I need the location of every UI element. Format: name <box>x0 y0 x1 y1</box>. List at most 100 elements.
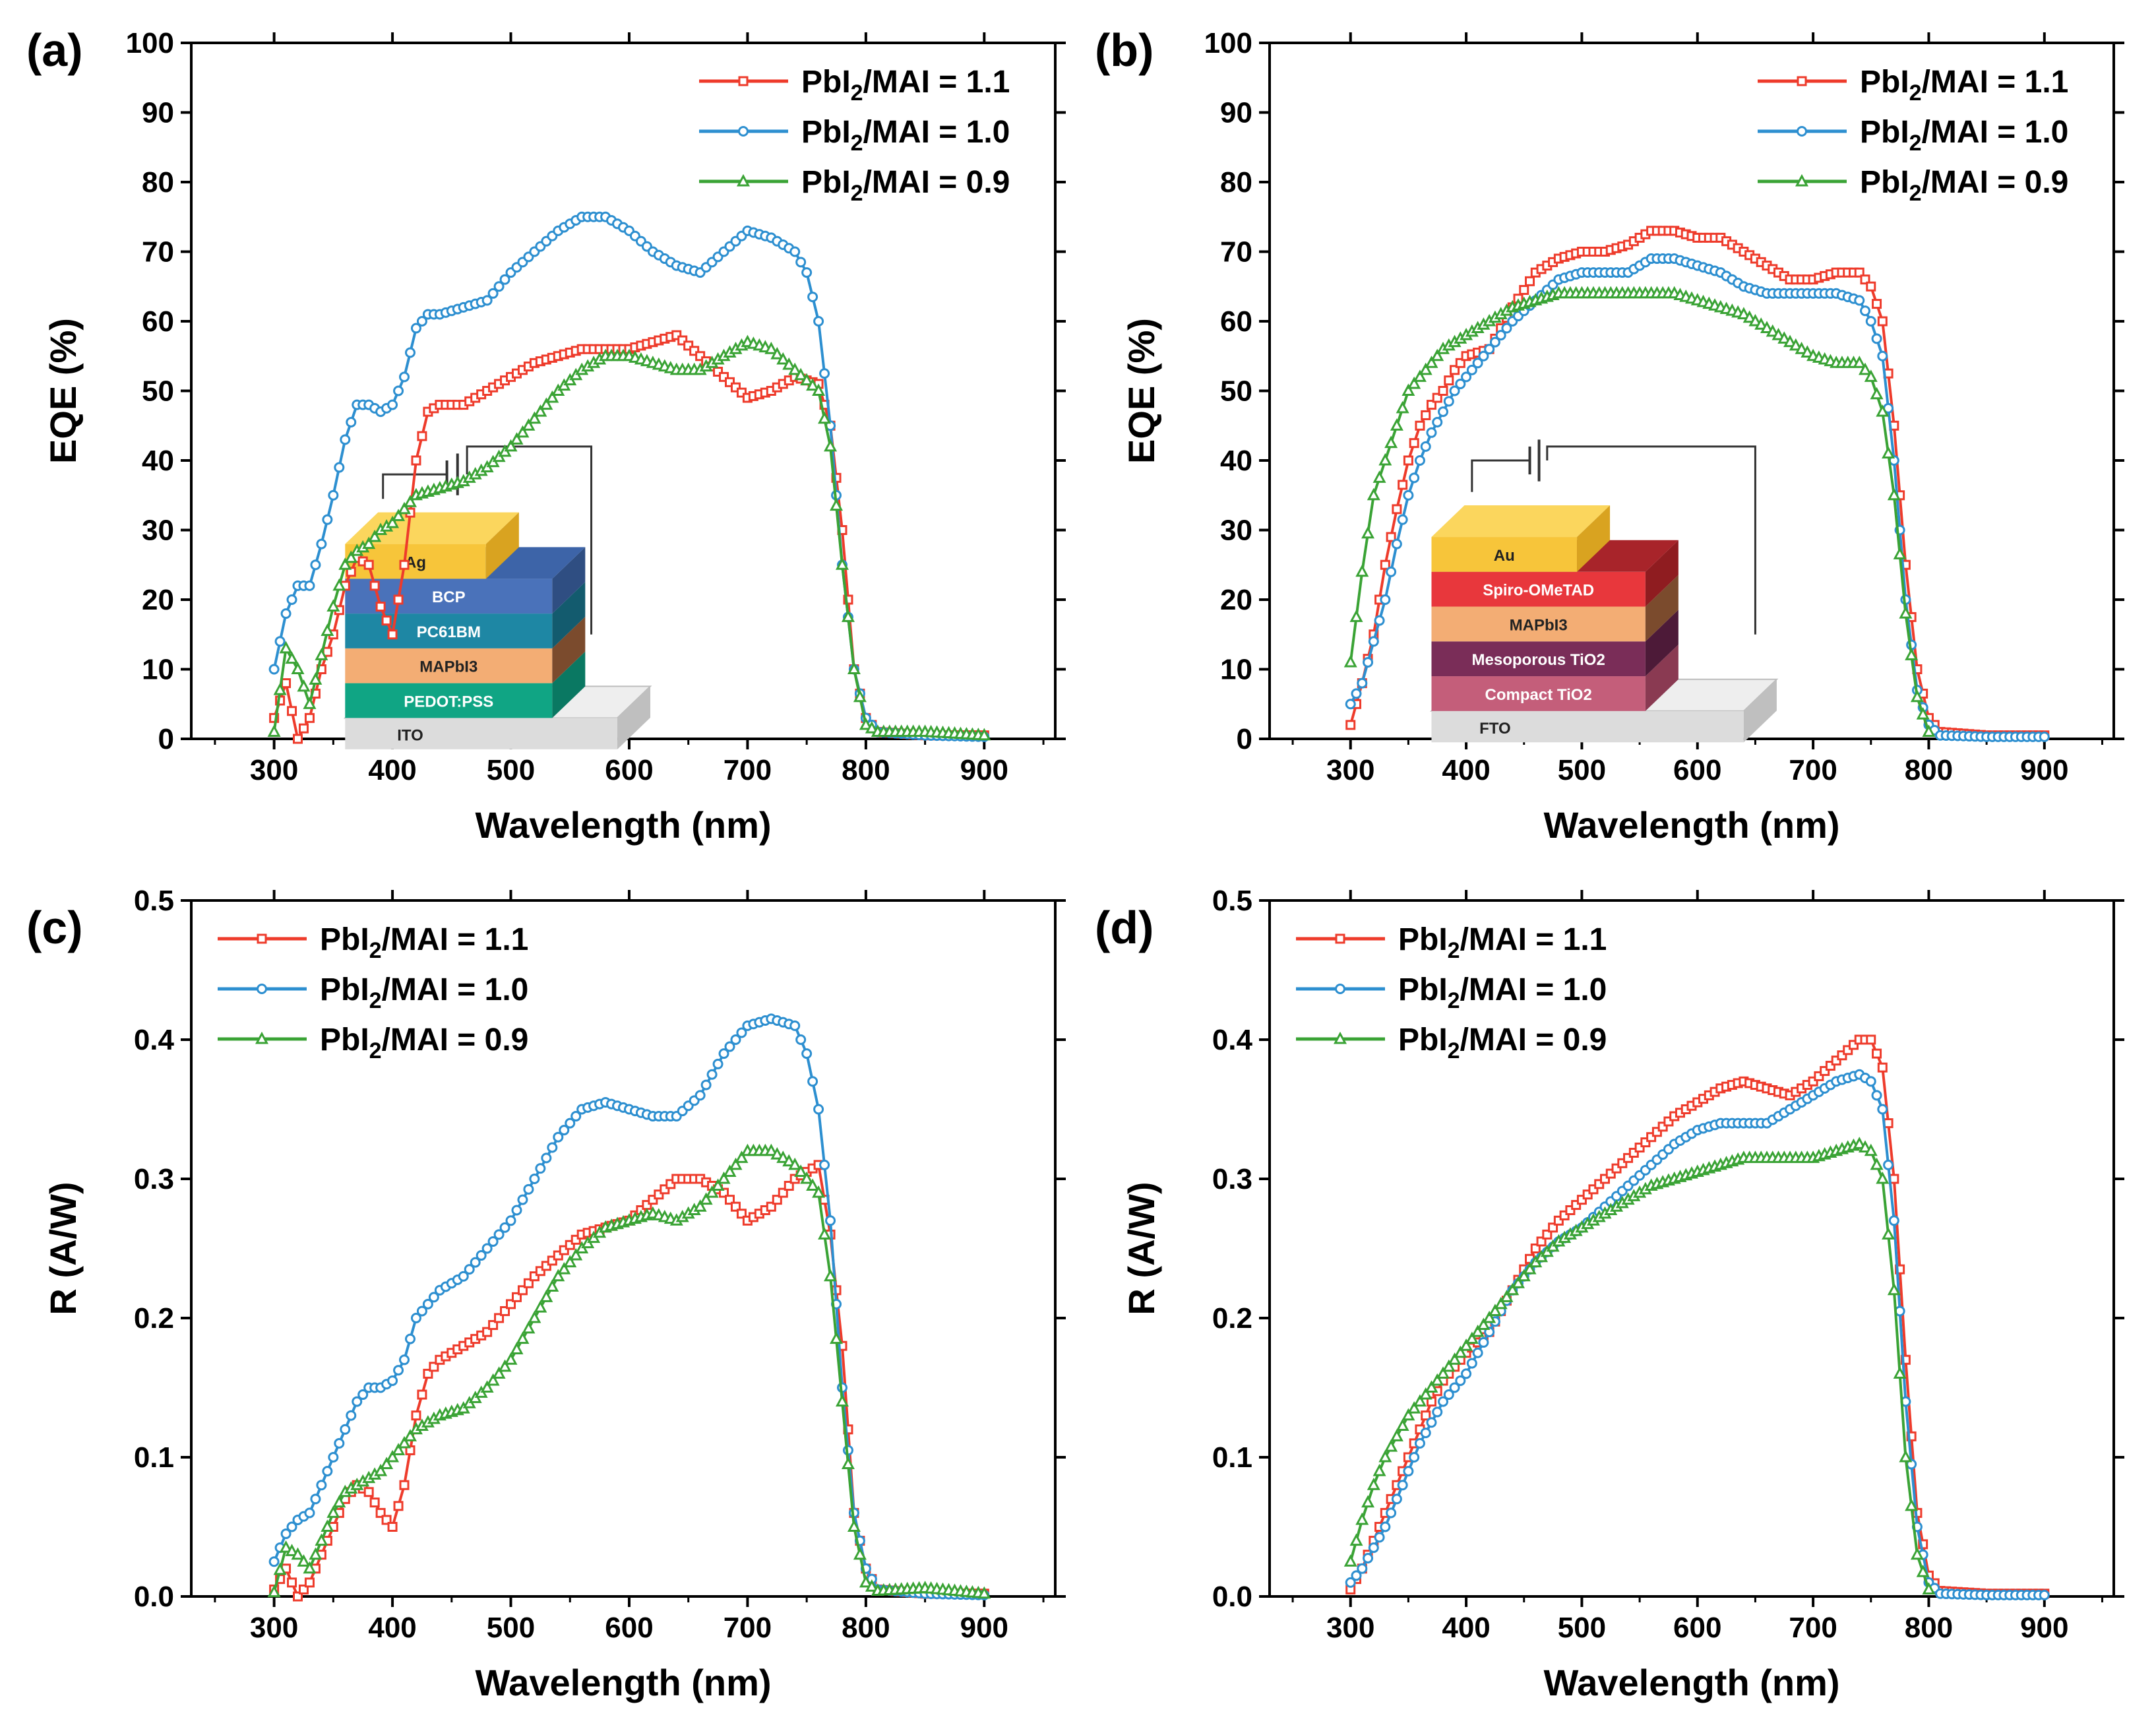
data-point <box>268 664 280 675</box>
data-point <box>1384 435 1398 449</box>
circuit-wire <box>1546 445 1756 635</box>
x-tick-label: 700 <box>724 1612 772 1644</box>
data-point <box>346 567 356 577</box>
data-point <box>1877 316 1888 327</box>
data-point <box>859 717 873 730</box>
y-tick-label: 0 <box>158 723 174 755</box>
layer-ag-top <box>345 512 519 544</box>
data-point <box>1421 410 1431 420</box>
data-point <box>813 1104 824 1115</box>
data-point <box>788 1157 802 1170</box>
data-point <box>257 984 267 994</box>
data-point <box>1887 1282 1901 1296</box>
data-point <box>1407 1401 1421 1414</box>
data-point <box>511 1205 522 1216</box>
data-point <box>499 274 510 285</box>
data-point <box>328 489 339 501</box>
data-point <box>1477 1317 1491 1331</box>
data-point <box>1345 720 1356 730</box>
data-point <box>392 1443 406 1455</box>
data-point <box>511 1292 522 1302</box>
data-point <box>416 316 427 327</box>
data-point <box>1871 1090 1882 1101</box>
data-point <box>499 1222 510 1233</box>
data-point <box>1737 307 1750 319</box>
layer-label: Compact TiO2 <box>1485 686 1592 704</box>
y-tick-label: 30 <box>142 515 174 547</box>
data-point <box>1797 76 1807 86</box>
data-point <box>315 648 328 660</box>
data-point <box>1854 267 1864 278</box>
data-point <box>824 439 838 452</box>
data-point <box>486 1373 500 1386</box>
data-point <box>1419 1387 1432 1400</box>
data-point <box>1495 330 1506 341</box>
data-point <box>1397 514 1408 525</box>
data-point <box>326 599 340 612</box>
data-point <box>257 933 267 944</box>
y-tick-label: 20 <box>1220 584 1252 616</box>
data-point <box>800 1171 814 1184</box>
data-point <box>1438 1396 1449 1407</box>
data-point <box>565 1118 576 1129</box>
data-point <box>1378 1449 1392 1463</box>
data-point <box>1888 1215 1899 1226</box>
data-point <box>1777 331 1791 344</box>
data-point <box>411 1410 421 1421</box>
data-point <box>505 1215 516 1226</box>
data-point <box>1357 677 1368 689</box>
data-point <box>1517 1269 1531 1282</box>
data-point <box>1742 310 1756 323</box>
y-tick-label: 50 <box>1220 375 1252 408</box>
data-point <box>789 246 801 257</box>
data-point <box>738 76 749 86</box>
data-point <box>334 1437 345 1449</box>
y-tick-label: 90 <box>1220 97 1252 129</box>
data-point <box>1397 1480 1408 1491</box>
data-point <box>1870 387 1884 400</box>
data-point <box>1882 1227 1895 1240</box>
layer-side <box>1645 540 1679 607</box>
data-point <box>528 411 541 424</box>
data-point <box>309 1547 323 1560</box>
data-point <box>1865 1076 1876 1087</box>
data-point <box>1905 648 1919 660</box>
data-point <box>322 514 333 525</box>
x-tick-label: 600 <box>605 1612 653 1644</box>
layer-ito-side <box>617 686 651 749</box>
x-tick-label: 300 <box>1326 754 1374 786</box>
data-point <box>1876 1171 1890 1184</box>
y-tick-label: 30 <box>1220 515 1252 547</box>
series-r09 <box>1343 1137 1936 1594</box>
x-tick-label: 900 <box>960 1612 1008 1644</box>
data-point <box>1431 1373 1444 1386</box>
data-point <box>1363 656 1374 668</box>
data-point <box>788 362 802 375</box>
y-tick-label: 0 <box>1237 723 1252 755</box>
data-point <box>1542 1229 1553 1240</box>
data-point <box>830 1331 844 1344</box>
inset-device-b: FTO Compact TiO2 Mesoporous TiO2 MAPbI3 Spir… <box>1429 439 1779 743</box>
data-point <box>481 295 493 306</box>
data-point <box>1380 559 1390 570</box>
x-tick-label: 600 <box>1673 1612 1721 1644</box>
data-point <box>1398 480 1408 490</box>
data-point <box>1426 400 1436 410</box>
data-point <box>1335 984 1345 994</box>
legend-label: PbI2/MAI = 1.1 <box>1398 922 1607 963</box>
data-point <box>346 1410 357 1421</box>
data-point <box>1351 688 1362 699</box>
data-point <box>1789 338 1802 351</box>
data-point <box>498 1359 512 1372</box>
x-tick-label: 400 <box>1442 1612 1490 1644</box>
y-tick-label: 10 <box>1220 654 1252 686</box>
data-point <box>1506 1282 1520 1296</box>
data-point <box>423 1368 433 1379</box>
layer-label: Mesoporous TiO2 <box>1472 651 1605 669</box>
data-point <box>310 559 321 571</box>
data-point <box>807 1076 818 1087</box>
y-tick-label: 0.1 <box>1212 1441 1252 1474</box>
data-point <box>517 1194 528 1205</box>
layer-block <box>1431 606 1646 642</box>
data-point <box>1448 1352 1462 1365</box>
